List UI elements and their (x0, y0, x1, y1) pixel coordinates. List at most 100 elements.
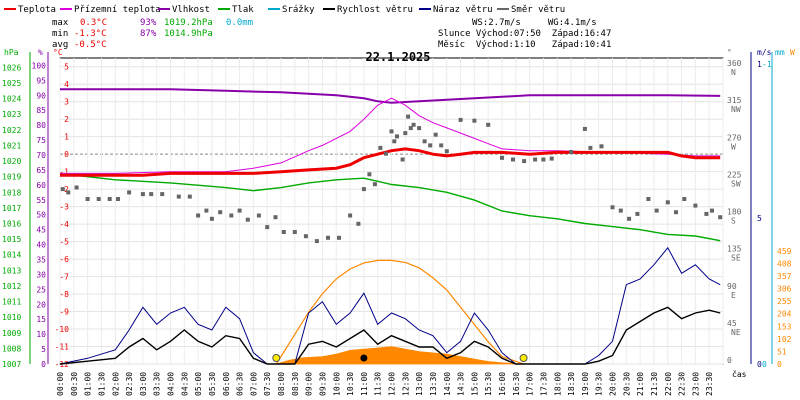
solar-tick-label: 306 (777, 285, 792, 294)
time-tick-label: 21:00 (636, 372, 645, 396)
temperature-tick-label: -8 (59, 290, 69, 299)
temperature-tick-label: 2 (64, 115, 69, 124)
time-tick-label: 05:00 (194, 372, 203, 396)
time-tick-label: 19:30 (595, 372, 604, 396)
solar-tick-label: 51 (777, 347, 787, 356)
humidity-line (60, 88, 721, 104)
humidity-tick-label: 90 (36, 91, 46, 100)
axis-direction-unit: ° (727, 48, 732, 57)
direction-tick-label: 180 (727, 208, 742, 217)
time-tick-label: 14:00 (443, 372, 452, 396)
pressure-tick-label: 1023 (2, 110, 21, 119)
direction-tick-label: 315 (727, 96, 742, 105)
wind-direction-point (458, 117, 463, 122)
wind-direction-point (422, 139, 427, 144)
wind-direction-point (281, 230, 286, 234)
humidity-tick-label: 70 (36, 151, 46, 160)
humidity-tick-label: 60 (36, 181, 46, 190)
wind-direction-point (408, 126, 413, 131)
direction-tick-label: 135 (727, 245, 742, 254)
time-tick-label: 17:00 (526, 372, 535, 396)
axis-rain-unit: mm (775, 48, 785, 57)
direction-tick-name: NW (731, 105, 741, 114)
wind-direction-point (176, 194, 181, 199)
wind-direction-point (229, 213, 234, 218)
stats-min-hum: 87% (140, 29, 157, 39)
solar-tick-label: 357 (777, 272, 792, 281)
wind-direction-point (472, 118, 477, 123)
wind-direction-point (107, 197, 112, 201)
wind-direction-point (403, 131, 408, 136)
pressure-tick-label: 1025 (2, 79, 21, 88)
humidity-tick-label: 65 (36, 166, 46, 175)
wind-direction-point (433, 132, 438, 137)
wind-direction-point (395, 134, 399, 139)
humidity-tick-label: 95 (36, 76, 46, 85)
humidity-tick-label: 80 (36, 121, 46, 130)
wind-direction-point (85, 197, 90, 201)
wind-direction-point (599, 144, 604, 149)
temperature-tick-label: -4 (59, 220, 69, 229)
solar-tick-label: 204 (777, 310, 792, 319)
pressure-tick-label: 1026 (2, 63, 21, 72)
solar-theoretical-line (275, 259, 524, 365)
solar-tick-label: 153 (777, 322, 792, 331)
sun-marker (272, 354, 281, 362)
wind-direction-point (356, 221, 361, 226)
time-axis-label: čas (732, 369, 747, 379)
wind-direction-point (140, 192, 145, 197)
legend: Teplota Přízemní teplota Vlhkost Tlak Srážky… (4, 5, 565, 15)
wind-direction-point (582, 126, 587, 131)
humidity-tick-label: 25 (36, 285, 46, 294)
wind-direction-point (646, 197, 651, 201)
speed-tick-label: 5 (757, 214, 762, 223)
time-tick-label: 18:30 (567, 372, 576, 396)
humidity-tick-label: 35 (36, 256, 46, 265)
time-tick-label: 09:30 (318, 372, 327, 396)
pressure-tick-label: 1024 (2, 95, 21, 104)
wind-direction-point (303, 234, 308, 239)
stats-max-label: max (52, 18, 69, 28)
wind-direction-point (361, 187, 366, 192)
time-tick-label: 10:30 (346, 372, 355, 396)
humidity-tick-label: 55 (36, 196, 46, 205)
humidity-tick-label: 100 (32, 61, 47, 70)
wind-direction-point (693, 203, 698, 208)
time-tick-label: 15:00 (470, 372, 479, 396)
wind-direction-point (372, 182, 377, 187)
pressure-tick-label: 1008 (2, 344, 21, 353)
time-tick-label: 11:30 (374, 372, 383, 396)
wind-direction-point (588, 145, 593, 150)
wind-direction-point (66, 190, 71, 195)
wind-direction-point (627, 216, 632, 221)
moon-marker (360, 354, 368, 362)
series-layer (59, 88, 723, 365)
temperature-line (60, 147, 721, 177)
speed-tick-label: 0 (757, 360, 762, 369)
solar-tick-label: 459 (777, 247, 792, 256)
time-tick-label: 00:00 (56, 372, 65, 396)
wind-direction-point (522, 159, 527, 164)
time-tick-label: 06:00 (222, 372, 231, 396)
time-tick-label: 13:30 (429, 372, 438, 396)
time-tick-label: 23:30 (705, 372, 714, 396)
pressure-tick-label: 1013 (2, 266, 21, 275)
wind-direction-point (500, 155, 504, 160)
wind-direction-point (245, 217, 250, 222)
wind-speed-line (59, 306, 721, 365)
time-tick-label: 22:30 (678, 372, 687, 396)
pressure-tick-label: 1012 (2, 282, 21, 291)
time-tick-label: 07:30 (263, 372, 272, 396)
time-tick-label: 12:30 (401, 372, 410, 396)
wind-direction-point (265, 225, 270, 230)
legend-label: Teplota (18, 5, 56, 15)
stats-min-temp: -1.3°C (74, 29, 107, 39)
temperature-tick-label: 5 (64, 63, 69, 72)
temperature-tick-label: -6 (59, 255, 69, 264)
wind-direction-point (417, 126, 422, 131)
wind-direction-point (96, 197, 101, 201)
wind-direction-point (541, 157, 546, 162)
time-tick-label: 01:30 (97, 372, 106, 396)
wind-direction-point (549, 156, 554, 161)
time-tick-label: 17:30 (539, 372, 548, 396)
